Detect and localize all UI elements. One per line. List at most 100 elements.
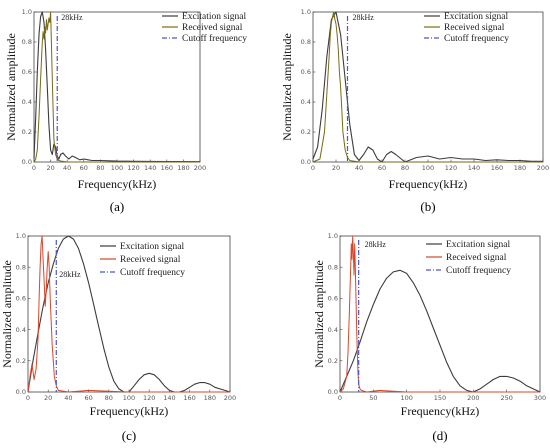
x-tick-label: 120 (445, 164, 457, 172)
y-axis-label: Normalized amplitude (4, 33, 18, 141)
y-tick-label: 0.0 (301, 158, 311, 166)
legend-excitation-signal: Excitation signal (120, 242, 184, 252)
cutoff-annotation: 28kHz (365, 240, 387, 249)
y-tick-label: 0.2 (16, 357, 26, 365)
received-signal-line (312, 11, 543, 163)
x-tick-label: 80 (96, 164, 104, 172)
legend-cutoff-frequency: Cutoff frequency (446, 265, 511, 276)
y-tick-label: 0.6 (301, 68, 311, 76)
legend-excitation-signal: Excitation signal (446, 240, 510, 250)
x-tick-label: 200 (537, 164, 549, 172)
legend-cutoff-frequency: Cutoff frequency (182, 33, 247, 44)
x-tick-label: 60 (378, 164, 386, 172)
y-axis-label: Normalized amplitude (280, 33, 294, 141)
x-tick-label: 0 (26, 394, 30, 402)
y-tick-label: 0.4 (301, 98, 311, 106)
x-tick-label: 100 (111, 164, 123, 172)
cutoff-annotation: 28kHz (59, 270, 81, 279)
y-tick-label: 1.0 (328, 232, 338, 240)
legend-received-signal: Received signal (446, 253, 507, 263)
y-tick-label: 0.4 (328, 326, 338, 334)
panel-label: (a) (110, 199, 124, 214)
chart-panel-a: Normalized amplitude Frequency(kHz) (a) … (4, 8, 247, 214)
x-tick-label: 180 (514, 164, 526, 172)
y-tick-label: 0.2 (301, 128, 311, 136)
legend-received-signal: Received signal (182, 23, 243, 33)
x-tick-label: 60 (84, 394, 92, 402)
y-tick-label: 1.0 (301, 8, 311, 16)
x-axis-label: Frequency(kHz) (389, 177, 468, 191)
x-tick-label: 140 (468, 164, 480, 172)
x-tick-label: 180 (204, 394, 216, 402)
y-tick-label: 0.8 (22, 38, 32, 46)
y-tick-label: 1.0 (16, 232, 26, 240)
received-signal-line (33, 11, 200, 163)
x-tick-label: 160 (491, 164, 503, 172)
x-axis-label: Frequency(kHz) (78, 177, 157, 191)
legend-excitation-signal: Excitation signal (444, 12, 508, 22)
excitation-signal-line (33, 11, 201, 163)
y-tick-label: 0.0 (328, 388, 338, 396)
x-tick-label: 200 (194, 164, 206, 172)
x-tick-label: 60 (80, 164, 88, 172)
legend-received-signal: Received signal (444, 23, 505, 33)
x-tick-label: 200 (467, 394, 479, 402)
y-tick-label: 1.0 (22, 8, 32, 16)
x-tick-label: 250 (500, 394, 512, 402)
x-tick-label: 0 (338, 394, 342, 402)
y-tick-label: 0.8 (301, 38, 311, 46)
plot-frame (33, 11, 201, 163)
y-tick-label: 0.4 (22, 98, 32, 106)
x-tick-label: 50 (369, 394, 377, 402)
x-tick-label: 100 (123, 394, 135, 402)
cutoff-annotation: 28kHz (61, 13, 83, 22)
y-tick-label: 0.0 (16, 388, 26, 396)
x-tick-label: 200 (224, 394, 236, 402)
y-tick-label: 0.8 (328, 263, 338, 271)
received-signal-line (339, 235, 540, 393)
legend-excitation-signal: Excitation signal (182, 12, 246, 22)
x-tick-label: 160 (183, 394, 195, 402)
x-tick-label: 40 (64, 394, 72, 402)
y-tick-label: 0.6 (22, 68, 32, 76)
x-axis-label: Frequency(kHz) (90, 404, 169, 418)
panel-label: (b) (420, 199, 435, 214)
x-tick-label: 80 (401, 164, 409, 172)
legend-cutoff-frequency: Cutoff frequency (120, 267, 185, 278)
y-axis-label: Normalized amplitude (0, 260, 14, 368)
legend-received-signal: Received signal (120, 255, 181, 265)
chart-panel-c: Normalized amplitude Frequency(kHz) (c) … (0, 232, 236, 443)
x-tick-label: 160 (161, 164, 173, 172)
y-tick-label: 0.2 (22, 128, 32, 136)
x-tick-label: 0 (32, 164, 36, 172)
x-tick-label: 80 (105, 394, 113, 402)
y-tick-label: 0.0 (22, 158, 32, 166)
x-tick-label: 150 (434, 394, 446, 402)
x-tick-label: 140 (144, 164, 156, 172)
y-axis-label: Normalized amplitude (312, 260, 326, 368)
panel-label: (c) (122, 428, 136, 443)
received-signal-line (27, 235, 230, 393)
x-tick-label: 20 (44, 394, 52, 402)
y-tick-label: 0.8 (16, 263, 26, 271)
excitation-signal-line (312, 11, 543, 163)
y-tick-label: 0.4 (16, 326, 26, 334)
legend-cutoff-frequency: Cutoff frequency (444, 33, 509, 44)
x-tick-label: 40 (355, 164, 363, 172)
excitation-signal-line (339, 269, 541, 393)
x-tick-label: 120 (127, 164, 139, 172)
x-tick-label: 0 (311, 164, 315, 172)
y-tick-label: 0.2 (328, 357, 338, 365)
x-tick-label: 140 (163, 394, 175, 402)
x-tick-label: 20 (332, 164, 340, 172)
x-tick-label: 100 (400, 394, 412, 402)
x-tick-label: 20 (46, 164, 54, 172)
panel-label: (d) (432, 428, 447, 443)
chart-panel-d: Normalized amplitude Frequency(kHz) (d) … (312, 232, 546, 443)
x-axis-label: Frequency(kHz) (401, 404, 480, 418)
x-tick-label: 120 (143, 394, 155, 402)
x-tick-label: 40 (63, 164, 71, 172)
chart-panel-b: Normalized amplitude Frequency(kHz) (b) … (280, 8, 549, 214)
x-tick-label: 100 (422, 164, 434, 172)
